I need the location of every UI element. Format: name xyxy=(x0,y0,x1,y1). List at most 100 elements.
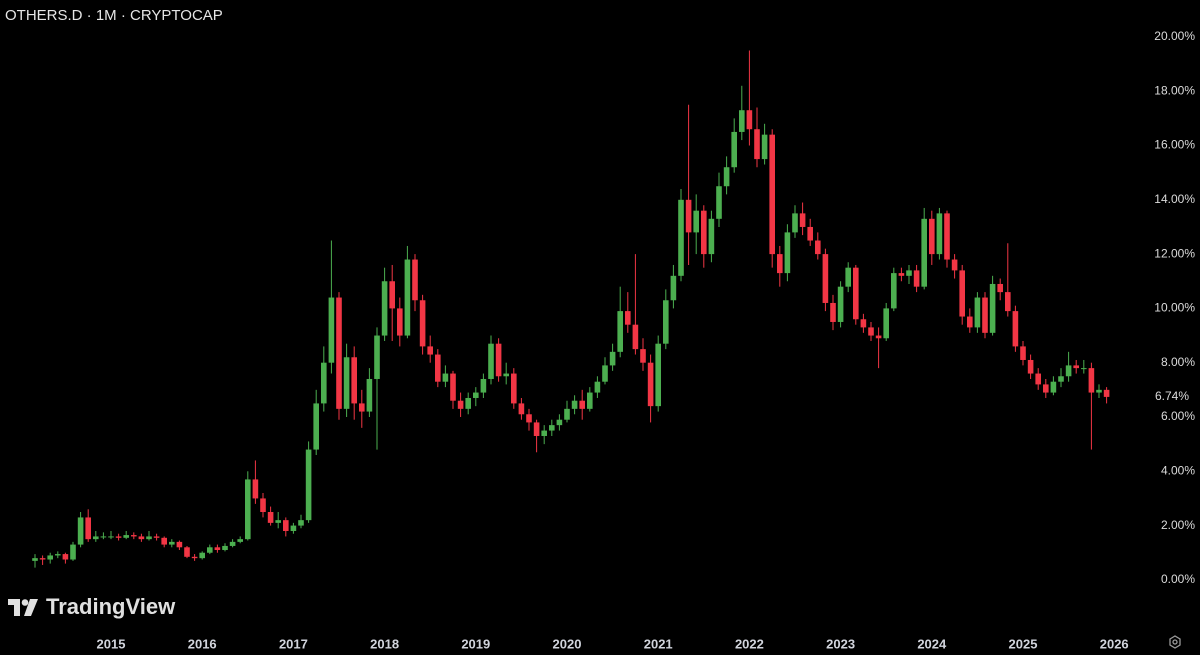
candle-body xyxy=(229,541,236,546)
candle-body xyxy=(450,373,456,401)
candle-body xyxy=(533,422,540,436)
candle-body xyxy=(594,381,601,393)
x-tick-label: 2024 xyxy=(917,636,947,651)
candle-body xyxy=(321,362,327,404)
candle-body xyxy=(100,536,107,538)
candle-body xyxy=(518,403,525,415)
candle-body xyxy=(640,349,646,363)
candle-body xyxy=(564,408,570,420)
candle-body xyxy=(70,544,76,560)
x-tick-label: 2020 xyxy=(553,636,582,651)
candle-body xyxy=(328,297,335,363)
candle-body xyxy=(169,541,175,545)
settings-icon[interactable] xyxy=(1169,635,1181,649)
candle-body xyxy=(974,297,981,328)
candle-body xyxy=(298,520,304,526)
candle-body xyxy=(625,311,631,325)
candle-body xyxy=(739,110,745,132)
candle-body xyxy=(146,536,152,540)
candle-body xyxy=(989,283,996,333)
candle-body xyxy=(556,419,563,426)
x-tick-label: 2023 xyxy=(826,636,855,651)
candle-body xyxy=(647,362,654,407)
candle-body xyxy=(374,335,380,379)
candle-body xyxy=(305,449,312,521)
candle-body xyxy=(77,517,84,545)
candle-body xyxy=(792,213,798,233)
candle-body xyxy=(207,547,213,553)
candle-body xyxy=(108,536,114,538)
candle-body xyxy=(473,392,479,398)
candle-body xyxy=(967,316,973,328)
y-tick-label: 10.00% xyxy=(1154,301,1195,315)
candle-body xyxy=(55,554,61,556)
candle-body xyxy=(761,134,768,160)
candle-body xyxy=(488,343,494,379)
y-tick-label: 16.00% xyxy=(1154,138,1195,152)
y-tick-label: 12.00% xyxy=(1154,246,1195,260)
candle-body xyxy=(807,226,813,241)
candle-body xyxy=(442,373,449,382)
candle-body xyxy=(875,335,882,339)
y-tick-label: 14.00% xyxy=(1154,192,1195,206)
candle-body xyxy=(1065,365,1072,377)
candle-body xyxy=(936,213,943,255)
candle-body xyxy=(701,210,707,255)
candle-body xyxy=(397,308,403,336)
candle-body xyxy=(891,273,897,309)
candle-body xyxy=(632,324,639,350)
candle-body xyxy=(222,545,228,551)
candle-body xyxy=(245,479,251,540)
candle-body xyxy=(746,110,753,130)
candle-body xyxy=(480,378,487,393)
candle-body xyxy=(837,286,844,322)
candle-body xyxy=(906,270,912,276)
logo xyxy=(8,599,38,616)
candle-body xyxy=(1012,311,1019,347)
candle-body xyxy=(427,346,433,355)
candle-body xyxy=(1027,359,1034,374)
candle-body xyxy=(1073,365,1079,369)
y-tick-label: 0.00% xyxy=(1161,572,1195,586)
x-tick-label: 2016 xyxy=(188,636,217,651)
candle-body xyxy=(336,297,342,409)
candle-body xyxy=(412,259,418,301)
candle-body xyxy=(199,552,205,559)
candle-body xyxy=(1050,381,1057,393)
y-tick-label: 4.00% xyxy=(1161,463,1195,477)
candle-body xyxy=(784,232,791,274)
x-tick-label: 2026 xyxy=(1100,636,1129,651)
candle-body xyxy=(1020,346,1026,360)
candle-body xyxy=(351,357,357,404)
y-tick-label: 6.00% xyxy=(1161,409,1195,423)
x-tick-label: 2015 xyxy=(97,636,126,651)
candle-body xyxy=(883,308,889,339)
candle-body xyxy=(93,536,99,540)
x-tick-label: 2025 xyxy=(1009,636,1038,651)
candle-body xyxy=(131,535,137,537)
candle-body xyxy=(678,199,684,276)
candle-body xyxy=(435,354,441,382)
candle-body xyxy=(153,536,160,538)
candle-body xyxy=(275,520,281,523)
y-tick-label: 2.00% xyxy=(1161,518,1195,532)
candle-body xyxy=(503,373,509,377)
candle-body xyxy=(32,558,38,561)
candle-body xyxy=(663,300,669,344)
candle-body xyxy=(366,378,373,412)
candle-body xyxy=(868,327,874,336)
chart-title: OTHERS.D · 1M · CRYPTOCAP xyxy=(5,7,223,24)
candle-body xyxy=(267,512,274,523)
candle-body xyxy=(815,240,821,255)
candle-body xyxy=(693,210,699,233)
candle-body xyxy=(343,357,350,409)
watermark: TradingView xyxy=(46,594,176,619)
candle-body xyxy=(237,539,243,542)
candle-body xyxy=(913,270,920,287)
candle-body xyxy=(457,400,464,409)
candle-body xyxy=(845,267,851,287)
candle-body xyxy=(579,400,585,409)
candle-body xyxy=(39,558,46,560)
